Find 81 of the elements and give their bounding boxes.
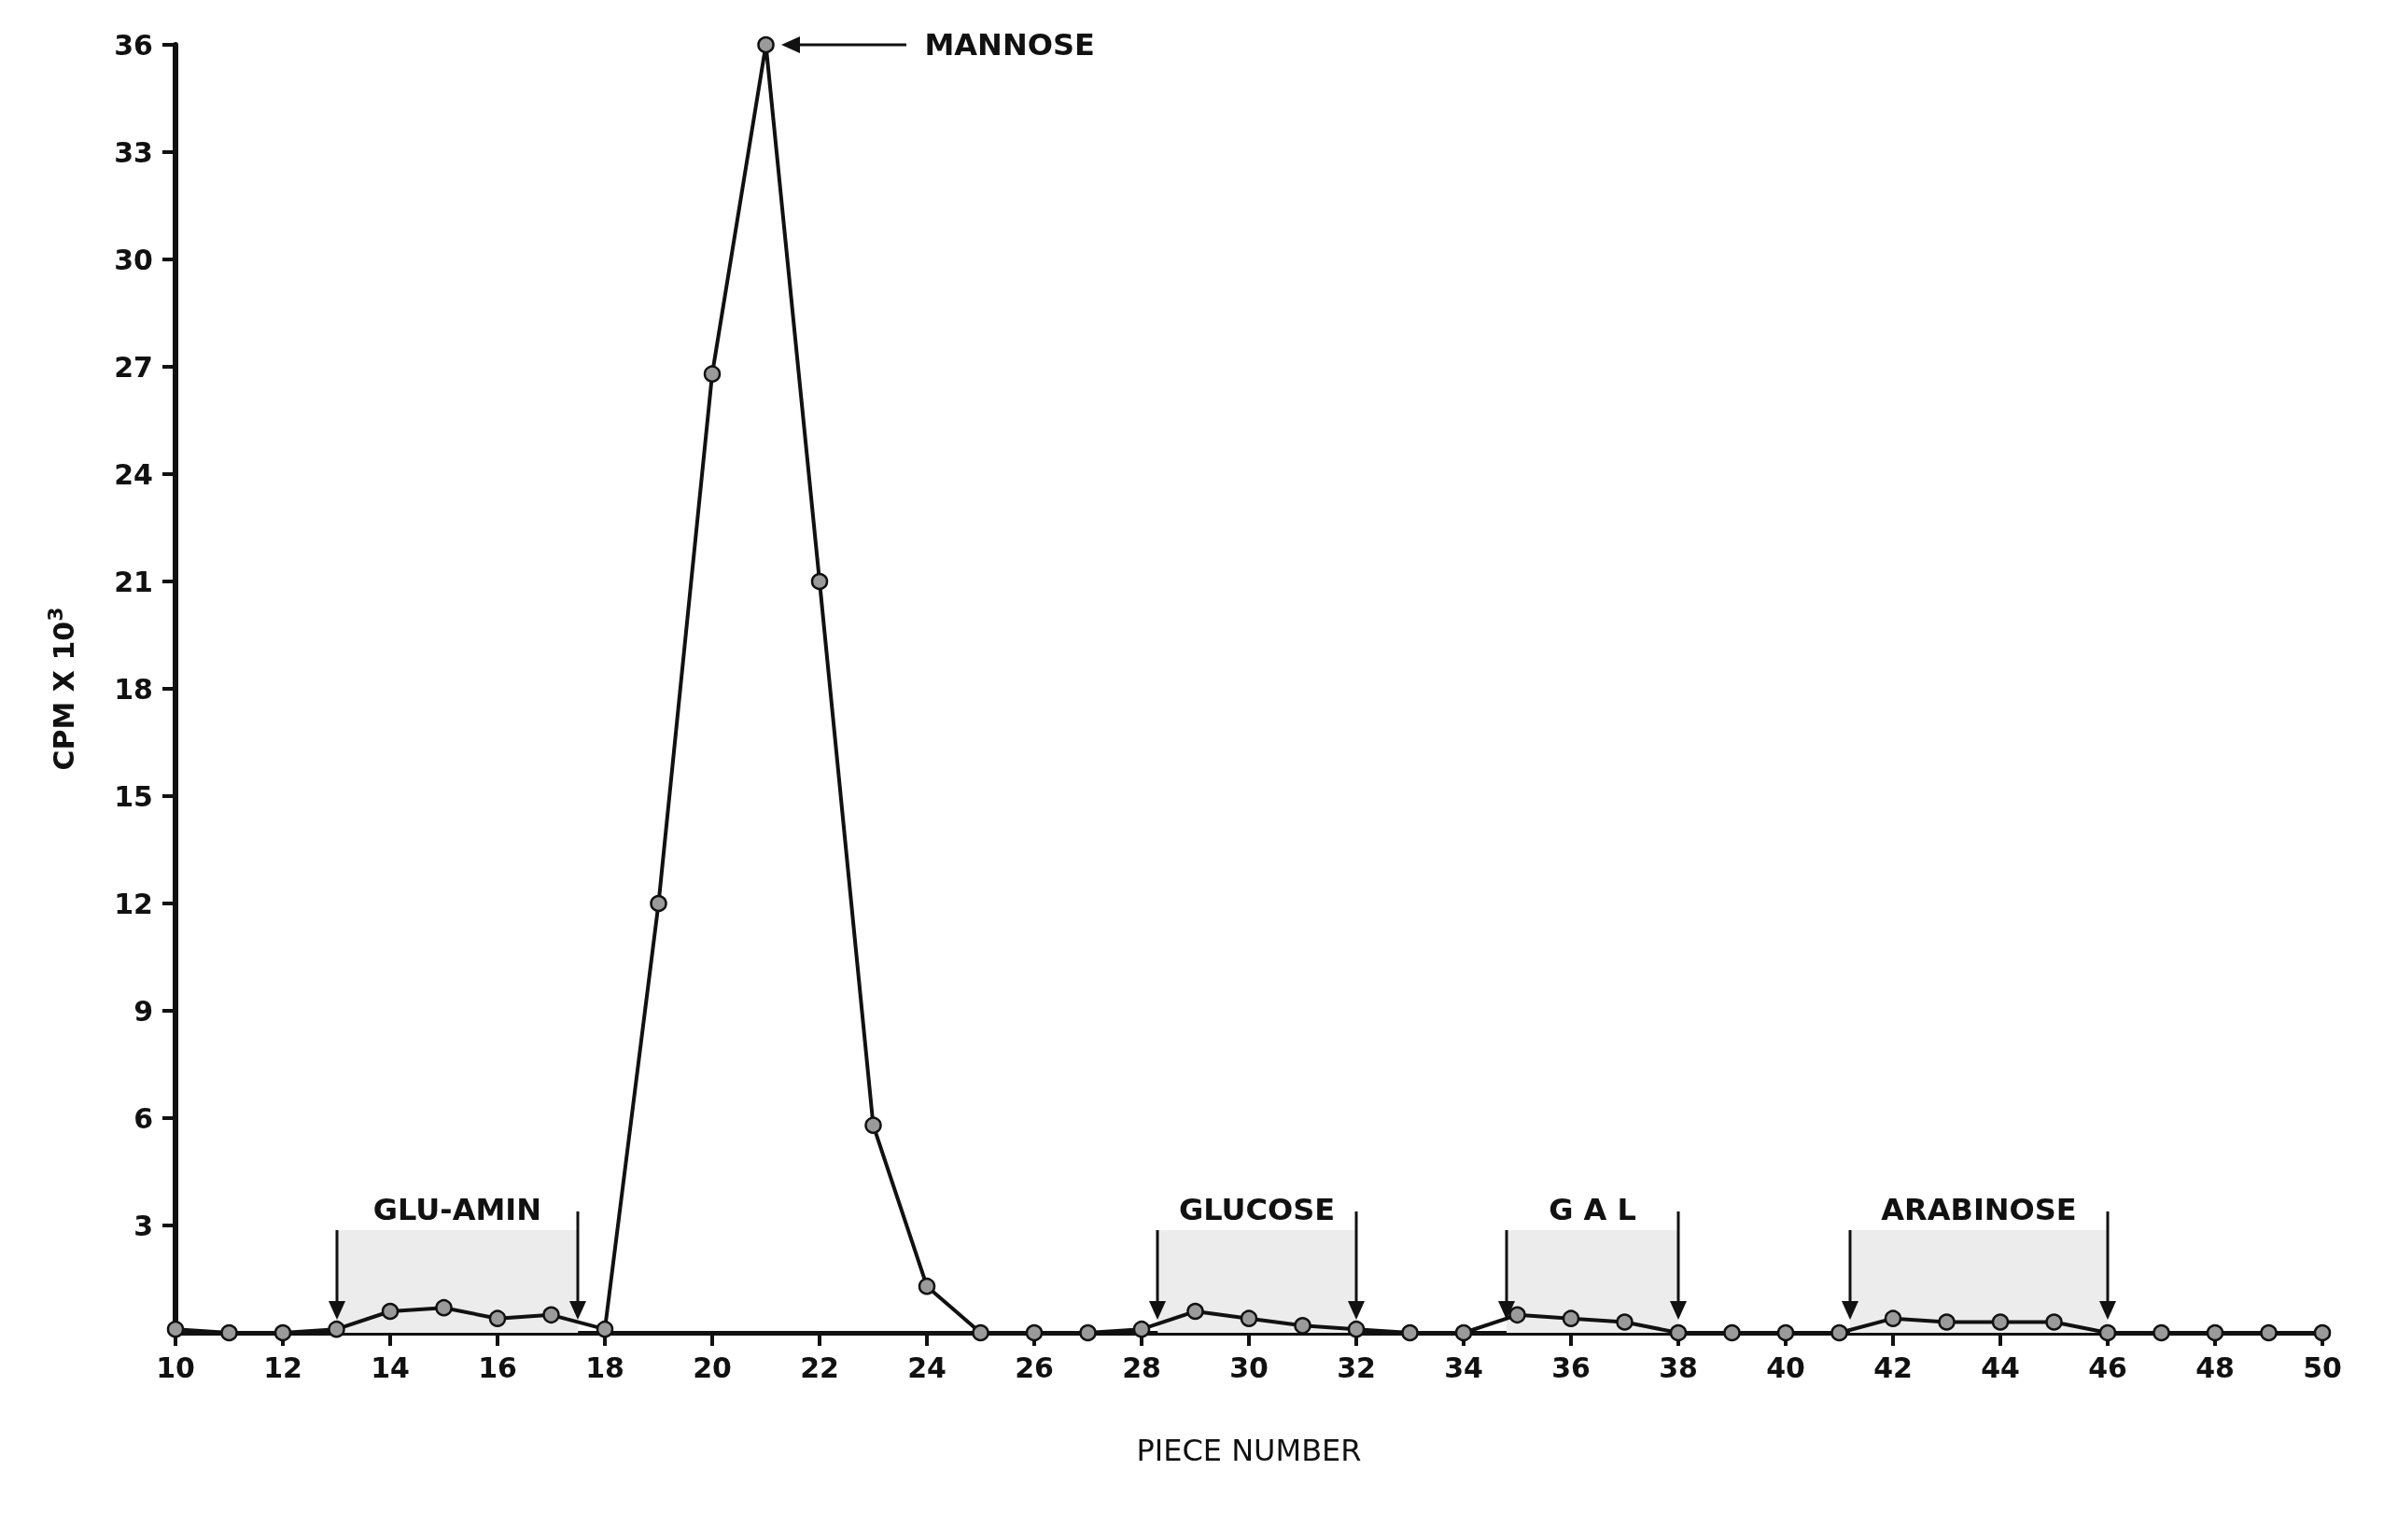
y-tick-label: 3 bbox=[133, 1209, 153, 1242]
point bbox=[2045, 1313, 2063, 1331]
point bbox=[273, 1323, 292, 1342]
x-tick-label: 40 bbox=[1766, 1351, 1805, 1384]
x-axis-title: PIECE NUMBER bbox=[1136, 1433, 1362, 1468]
point bbox=[1454, 1323, 1473, 1342]
band-label: ARABINOSE bbox=[1881, 1192, 2077, 1227]
point bbox=[2206, 1323, 2224, 1342]
point bbox=[1401, 1323, 1419, 1342]
point bbox=[1830, 1323, 1848, 1342]
point bbox=[1347, 1320, 1366, 1338]
x-tick-label: 26 bbox=[1015, 1351, 1054, 1384]
x-tick-label: 14 bbox=[371, 1351, 410, 1384]
x-tick-label: 38 bbox=[1659, 1351, 1698, 1384]
point bbox=[810, 572, 829, 591]
point bbox=[435, 1298, 453, 1317]
point bbox=[1669, 1323, 1688, 1342]
x-tick-label: 12 bbox=[263, 1351, 302, 1384]
y-tick-label: 33 bbox=[114, 135, 153, 169]
x-tick-label: 36 bbox=[1551, 1351, 1591, 1384]
y-tick-label: 24 bbox=[114, 457, 153, 491]
x-tick-label: 18 bbox=[585, 1351, 624, 1384]
y-tick-label: 21 bbox=[114, 565, 153, 598]
y-tick-label: 36 bbox=[114, 28, 153, 62]
point bbox=[1938, 1313, 1956, 1331]
y-tick-label: 27 bbox=[114, 350, 153, 384]
point bbox=[703, 365, 722, 383]
point bbox=[1991, 1313, 2010, 1331]
point bbox=[2098, 1323, 2117, 1342]
point bbox=[220, 1323, 238, 1342]
point bbox=[972, 1323, 989, 1342]
x-tick-label: 16 bbox=[478, 1351, 517, 1384]
point bbox=[650, 894, 667, 913]
x-tick-label: 46 bbox=[2088, 1351, 2127, 1384]
x-tick-label: 50 bbox=[2303, 1351, 2342, 1384]
x-tick-label: 48 bbox=[2195, 1351, 2235, 1384]
band-label: GLU-AMIN bbox=[372, 1192, 541, 1227]
x-tick-label: 44 bbox=[1981, 1351, 2020, 1384]
y-tick-label: 12 bbox=[114, 887, 153, 920]
point bbox=[1884, 1309, 1902, 1327]
x-tick-label: 10 bbox=[156, 1351, 195, 1384]
point bbox=[1616, 1313, 1634, 1331]
x-tick-label: 20 bbox=[693, 1351, 732, 1384]
point bbox=[488, 1309, 507, 1327]
point bbox=[381, 1302, 400, 1321]
annotation: MANNOSE bbox=[924, 27, 1095, 63]
point bbox=[1562, 1309, 1580, 1327]
y-tick-label: 30 bbox=[114, 243, 153, 276]
point bbox=[757, 35, 775, 54]
x-tick-label: 32 bbox=[1337, 1351, 1376, 1384]
y-tick-label: 15 bbox=[114, 779, 153, 813]
point bbox=[918, 1277, 936, 1295]
x-tick-label: 34 bbox=[1444, 1351, 1483, 1384]
point bbox=[1723, 1323, 1741, 1342]
point bbox=[1079, 1323, 1097, 1342]
point bbox=[1776, 1323, 1795, 1342]
x-tick-label: 30 bbox=[1229, 1351, 1269, 1384]
x-tick-label: 42 bbox=[1873, 1351, 1913, 1384]
point bbox=[2313, 1323, 2332, 1342]
point bbox=[2153, 1323, 2170, 1342]
y-tick-label: 18 bbox=[114, 672, 153, 706]
y-axis-title: CPM X 103 bbox=[43, 607, 80, 771]
point bbox=[596, 1320, 614, 1338]
point bbox=[1240, 1309, 1258, 1327]
y-tick-label: 9 bbox=[133, 994, 153, 1028]
point bbox=[1508, 1306, 1526, 1324]
band-label: G A L bbox=[1549, 1192, 1636, 1227]
x-tick-label: 28 bbox=[1122, 1351, 1161, 1384]
band-label: GLUCOSE bbox=[1179, 1192, 1336, 1227]
x-tick-label: 22 bbox=[800, 1351, 839, 1384]
y-tick-label: 6 bbox=[133, 1101, 153, 1135]
point bbox=[1294, 1317, 1311, 1335]
point bbox=[1132, 1320, 1151, 1338]
point bbox=[2260, 1323, 2278, 1342]
point bbox=[1025, 1323, 1044, 1342]
point bbox=[864, 1116, 882, 1134]
point bbox=[542, 1306, 560, 1324]
x-tick-label: 24 bbox=[907, 1351, 947, 1384]
point bbox=[1186, 1302, 1204, 1321]
point bbox=[166, 1320, 185, 1338]
point bbox=[328, 1320, 345, 1338]
